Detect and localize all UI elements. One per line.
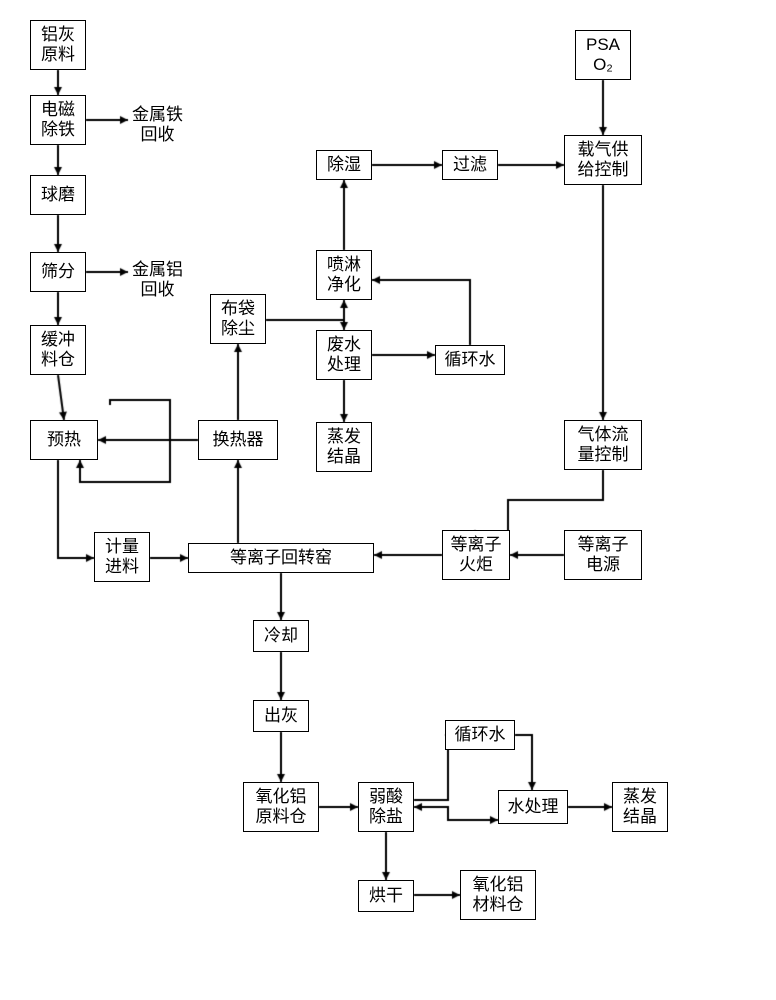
node-evap-cryst-2: 蒸发 结晶 (612, 782, 668, 832)
label-aluminum-recovery: 金属铝 回收 (132, 260, 183, 301)
node-sieve: 筛分 (30, 252, 86, 292)
node-dehumidify: 除湿 (316, 150, 372, 180)
label-iron-recovery: 金属铁 回收 (132, 105, 183, 146)
node-bag-dust: 布袋 除尘 (210, 294, 266, 344)
node-buffer-bin: 缓冲 料仓 (30, 325, 86, 375)
node-filter: 过滤 (442, 150, 498, 180)
node-ball-mill: 球磨 (30, 175, 86, 215)
node-evap-cryst-1: 蒸发 结晶 (316, 422, 372, 472)
node-alumina-raw: 氧化铝 原料仓 (243, 782, 319, 832)
node-aluminum-ash: 铝灰 原料 (30, 20, 86, 70)
flowchart-canvas (0, 0, 776, 1000)
node-plasma-power: 等离子 电源 (564, 530, 642, 580)
node-alumina-material: 氧化铝 材料仓 (460, 870, 536, 920)
node-carrier-gas: 载气供 给控制 (564, 135, 642, 185)
node-metering-feed: 计量 进料 (94, 532, 150, 582)
node-wastewater: 废水 处理 (316, 330, 372, 380)
node-spray-clean: 喷淋 净化 (316, 250, 372, 300)
node-ash-out: 出灰 (253, 700, 309, 732)
node-psa-o2: PSA O₂ (575, 30, 631, 80)
node-water-treat: 水处理 (498, 790, 568, 824)
node-plasma-kiln: 等离子回转窑 (188, 543, 374, 573)
node-electromagnetic-iron: 电磁 除铁 (30, 95, 86, 145)
node-heat-exchanger: 换热器 (198, 420, 278, 460)
node-cooling: 冷却 (253, 620, 309, 652)
node-recycle-water-1: 循环水 (435, 345, 505, 375)
node-gas-flow: 气体流 量控制 (564, 420, 642, 470)
node-plasma-torch: 等离子 火炬 (442, 530, 510, 580)
node-preheat: 预热 (30, 420, 98, 460)
node-recycle-water-2: 循环水 (445, 720, 515, 750)
node-drying: 烘干 (358, 880, 414, 912)
node-weak-acid: 弱酸 除盐 (358, 782, 414, 832)
